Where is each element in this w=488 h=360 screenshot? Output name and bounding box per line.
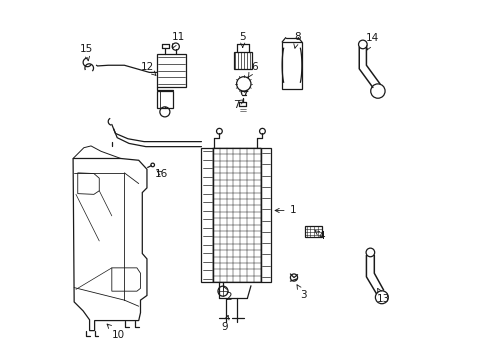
Text: 8: 8: [293, 32, 300, 48]
Text: 4: 4: [314, 231, 324, 240]
Bar: [156, 54, 185, 87]
Text: 16: 16: [154, 168, 167, 179]
Text: 10: 10: [107, 324, 124, 340]
Bar: [233, 51, 252, 69]
Text: 3: 3: [296, 285, 306, 301]
Text: 2: 2: [223, 286, 231, 302]
Bar: [212, 148, 260, 282]
Text: 11: 11: [171, 32, 184, 48]
Text: 14: 14: [366, 33, 379, 50]
Text: 13: 13: [376, 288, 389, 304]
Bar: [201, 148, 212, 282]
Bar: [282, 42, 301, 89]
Bar: [304, 226, 321, 237]
Text: 7: 7: [233, 100, 243, 110]
Text: 15: 15: [79, 44, 92, 61]
Text: 1: 1: [275, 206, 296, 216]
Text: 9: 9: [221, 315, 228, 332]
Bar: [156, 91, 172, 108]
Bar: [260, 148, 271, 282]
Text: 12: 12: [140, 62, 156, 75]
Text: 6: 6: [248, 62, 257, 77]
Text: 5: 5: [239, 32, 245, 48]
